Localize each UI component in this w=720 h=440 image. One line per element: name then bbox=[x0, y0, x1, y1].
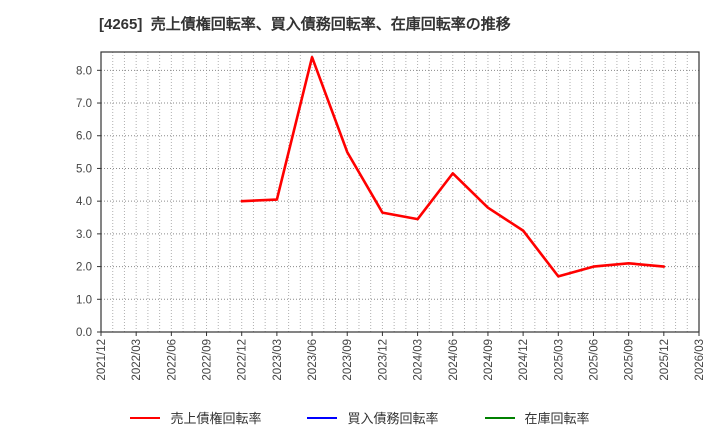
series-line bbox=[240, 55, 666, 278]
x-tick-label: 2022/12 bbox=[237, 339, 249, 381]
x-tick-label: 2025/03 bbox=[553, 339, 565, 381]
legend-line-swatch bbox=[307, 416, 338, 419]
x-tick-label: 2024/06 bbox=[448, 339, 460, 381]
y-tick-label: 7.0 bbox=[76, 98, 92, 110]
x-tick-label: 2021/12 bbox=[96, 339, 108, 381]
x-tick-label: 2025/12 bbox=[659, 339, 671, 381]
y-tick-label: 6.0 bbox=[76, 131, 92, 143]
x-tick-label: 2026/03 bbox=[694, 339, 706, 381]
y-tick-label: 8.0 bbox=[76, 65, 92, 77]
x-tick-label: 2022/09 bbox=[202, 339, 214, 381]
x-tick-label: 2023/12 bbox=[377, 339, 389, 381]
y-tick-label: 0.0 bbox=[76, 327, 92, 339]
x-tick-label: 2023/06 bbox=[307, 339, 319, 381]
legend-label: 在庫回転率 bbox=[524, 411, 590, 426]
x-tick-label: 2025/06 bbox=[588, 339, 600, 381]
legend-item: 売上債権回転率 bbox=[130, 408, 261, 427]
x-tick-label: 2023/09 bbox=[342, 339, 354, 381]
x-tick-label: 2024/12 bbox=[518, 339, 530, 381]
legend-label: 売上債権回転率 bbox=[170, 411, 262, 426]
legend-line-swatch bbox=[484, 416, 515, 419]
y-tick-label: 2.0 bbox=[76, 262, 92, 274]
legend: 売上債権回転率 買入債務回転率 在庫回転率 bbox=[0, 408, 720, 427]
legend-label: 買入債務回転率 bbox=[347, 411, 439, 426]
y-tick-label: 4.0 bbox=[76, 196, 92, 208]
y-tick-label: 3.0 bbox=[76, 229, 92, 241]
y-tick-label: 5.0 bbox=[76, 163, 92, 175]
x-tick-label: 2024/03 bbox=[413, 339, 425, 381]
x-tick-label: 2023/03 bbox=[272, 339, 284, 381]
x-tick-label: 2022/03 bbox=[131, 339, 143, 381]
x-tick-label: 2024/09 bbox=[483, 339, 495, 381]
page-title: [4265] 売上債権回転率、買入債務回転率、在庫回転率の推移 bbox=[99, 16, 511, 33]
y-tick-label: 1.0 bbox=[76, 294, 92, 306]
x-tick-label: 2025/09 bbox=[624, 339, 636, 381]
legend-item: 在庫回転率 bbox=[484, 408, 590, 427]
legend-line-swatch bbox=[130, 416, 161, 419]
legend-item: 買入債務回転率 bbox=[307, 408, 439, 427]
x-tick-label: 2022/06 bbox=[166, 339, 178, 381]
